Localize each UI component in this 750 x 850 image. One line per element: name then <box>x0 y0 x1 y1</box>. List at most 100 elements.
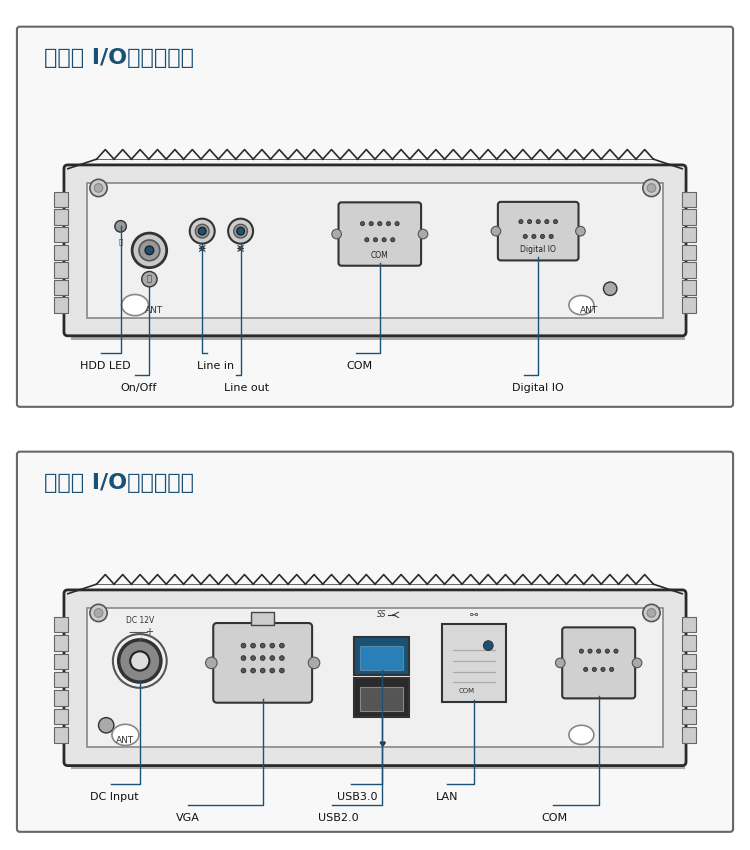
Circle shape <box>527 219 532 224</box>
Text: VGA: VGA <box>176 813 200 823</box>
Circle shape <box>484 641 493 650</box>
FancyBboxPatch shape <box>338 202 421 266</box>
Circle shape <box>524 235 527 239</box>
Circle shape <box>332 230 341 239</box>
Text: ⚯: ⚯ <box>470 609 478 620</box>
Bar <box>54 262 68 278</box>
Bar <box>70 762 685 769</box>
Bar <box>54 192 68 207</box>
Bar <box>54 672 68 688</box>
Circle shape <box>596 649 601 654</box>
Bar <box>54 280 68 295</box>
Text: 后面板 I/O扩展布局图: 后面板 I/O扩展布局图 <box>44 473 194 493</box>
Text: ⏻: ⏻ <box>147 275 152 284</box>
Circle shape <box>419 230 428 239</box>
Circle shape <box>260 668 265 673</box>
Text: ANT: ANT <box>580 306 598 315</box>
Circle shape <box>632 658 642 667</box>
Bar <box>682 209 696 224</box>
Text: +: + <box>146 627 154 638</box>
Circle shape <box>604 282 617 296</box>
Text: LAN: LAN <box>436 791 458 802</box>
Text: USB2.0: USB2.0 <box>318 813 359 823</box>
FancyBboxPatch shape <box>213 623 312 703</box>
Ellipse shape <box>569 296 594 314</box>
FancyBboxPatch shape <box>498 201 578 260</box>
FancyBboxPatch shape <box>442 624 506 702</box>
Circle shape <box>94 184 103 192</box>
Text: Digital IO: Digital IO <box>520 246 556 254</box>
Circle shape <box>556 658 565 667</box>
Text: ANT: ANT <box>145 306 164 315</box>
Text: Line in: Line in <box>197 360 235 371</box>
Bar <box>682 245 696 260</box>
Circle shape <box>260 655 265 660</box>
Circle shape <box>90 179 107 196</box>
Bar <box>360 646 404 670</box>
Circle shape <box>228 218 253 244</box>
Text: -: - <box>128 627 132 638</box>
Circle shape <box>519 219 523 224</box>
Circle shape <box>361 222 364 226</box>
Bar <box>682 672 696 688</box>
Circle shape <box>378 222 382 226</box>
Circle shape <box>610 667 614 672</box>
FancyBboxPatch shape <box>562 627 635 699</box>
Text: COM: COM <box>346 360 372 371</box>
Circle shape <box>98 717 114 733</box>
Circle shape <box>614 649 618 654</box>
Circle shape <box>130 651 149 671</box>
Circle shape <box>270 643 274 648</box>
Circle shape <box>145 246 154 255</box>
Ellipse shape <box>122 294 148 315</box>
Bar <box>54 635 68 650</box>
Circle shape <box>647 184 656 192</box>
Circle shape <box>395 222 399 226</box>
Bar <box>360 687 404 711</box>
Circle shape <box>260 643 265 648</box>
FancyBboxPatch shape <box>17 26 733 407</box>
Circle shape <box>280 668 284 673</box>
Circle shape <box>601 667 605 672</box>
Circle shape <box>536 219 540 224</box>
Circle shape <box>643 604 660 621</box>
Circle shape <box>94 609 103 617</box>
Ellipse shape <box>569 725 594 745</box>
Bar <box>87 608 663 747</box>
Circle shape <box>588 649 592 654</box>
Text: Digital IO: Digital IO <box>512 382 564 393</box>
Circle shape <box>369 222 374 226</box>
Circle shape <box>198 227 206 235</box>
Bar <box>682 227 696 242</box>
Circle shape <box>541 235 544 239</box>
Bar <box>54 690 68 706</box>
Text: COM: COM <box>541 813 567 823</box>
Circle shape <box>251 655 256 660</box>
Text: On/Off: On/Off <box>121 382 157 393</box>
Circle shape <box>190 218 214 244</box>
Bar <box>682 298 696 313</box>
Circle shape <box>280 643 284 648</box>
Text: SS: SS <box>377 610 386 620</box>
Circle shape <box>584 667 588 672</box>
Circle shape <box>139 240 160 261</box>
Circle shape <box>195 224 209 238</box>
Bar <box>682 635 696 650</box>
Circle shape <box>491 226 501 236</box>
Circle shape <box>532 235 536 239</box>
FancyBboxPatch shape <box>17 451 733 832</box>
Bar <box>682 192 696 207</box>
Circle shape <box>118 640 161 682</box>
Circle shape <box>391 238 394 242</box>
FancyBboxPatch shape <box>64 165 686 336</box>
Circle shape <box>280 655 284 660</box>
Text: DC Input: DC Input <box>90 791 139 802</box>
Bar <box>54 709 68 724</box>
Bar <box>682 654 696 669</box>
Text: COM: COM <box>371 251 388 259</box>
Circle shape <box>234 224 248 238</box>
Circle shape <box>579 649 584 654</box>
Bar <box>54 298 68 313</box>
Circle shape <box>544 219 549 224</box>
Circle shape <box>237 227 244 235</box>
